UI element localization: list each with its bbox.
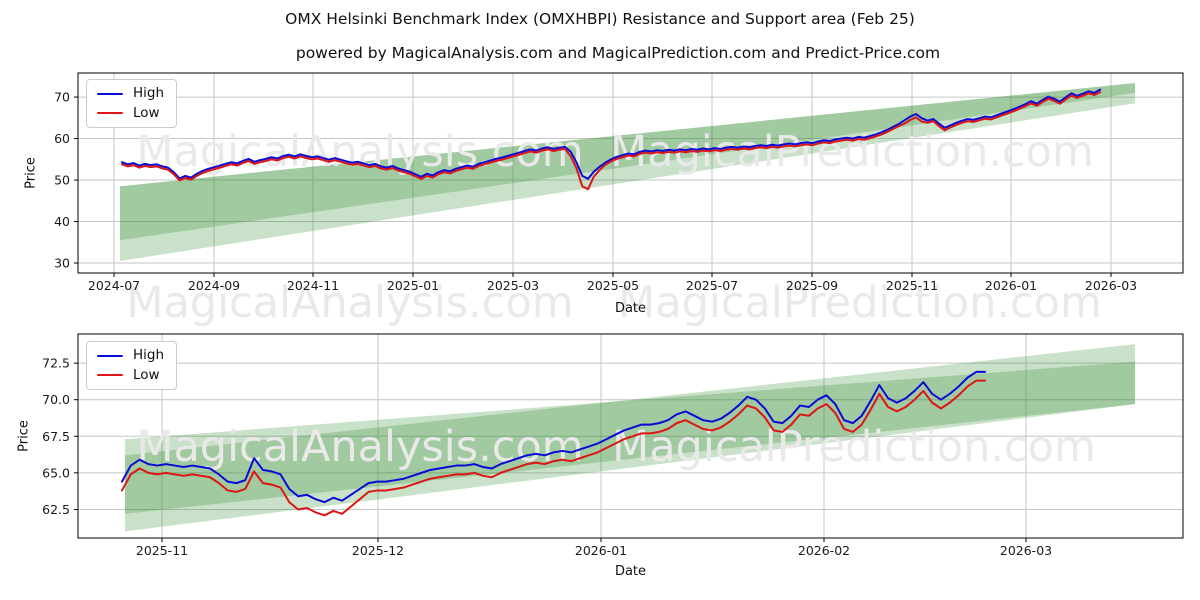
low-line-swatch [97, 374, 123, 377]
svg-text:50: 50 [54, 173, 70, 188]
svg-text:MagicalAnalysis.com: MagicalAnalysis.com [136, 127, 583, 177]
svg-text:2025-05: 2025-05 [587, 278, 639, 293]
y-axis-label-top: Price [23, 157, 39, 189]
svg-text:2025-03: 2025-03 [487, 278, 539, 293]
low-line-swatch [97, 112, 123, 115]
legend-item-high: High [97, 347, 165, 363]
svg-text:67.5: 67.5 [42, 429, 70, 444]
svg-text:2026-03: 2026-03 [1085, 278, 1137, 293]
svg-text:2025-07: 2025-07 [686, 278, 738, 293]
high-line-swatch [97, 92, 123, 95]
svg-text:2025-01: 2025-01 [387, 278, 439, 293]
svg-text:70: 70 [54, 90, 70, 105]
svg-text:70.0: 70.0 [42, 392, 70, 407]
svg-text:2025-11: 2025-11 [886, 278, 938, 293]
legend-bottom-chart: High Low [86, 341, 178, 390]
svg-text:MagicalAnalysis.com: MagicalAnalysis.com [136, 422, 583, 472]
svg-text:MagicalPrediction.com: MagicalPrediction.com [618, 278, 1102, 328]
legend-label-low: Low [133, 366, 160, 383]
svg-text:2026-02: 2026-02 [798, 543, 850, 558]
svg-text:40: 40 [54, 214, 70, 229]
x-axis-label-top: Date [614, 301, 647, 316]
legend-label-high: High [133, 85, 165, 101]
svg-text:MagicalPrediction.com: MagicalPrediction.com [612, 422, 1096, 472]
figure-title: OMX Helsinki Benchmark Index (OMXHBPI) R… [285, 10, 915, 28]
legend-label-low: Low [133, 104, 160, 121]
legend-item-low: Low [97, 366, 164, 383]
svg-text:60: 60 [54, 131, 70, 146]
svg-text:2024-11: 2024-11 [287, 278, 339, 293]
figure-subtitle: powered by MagicalAnalysis.com and Magic… [295, 44, 941, 62]
svg-text:2025-11: 2025-11 [136, 543, 188, 558]
high-line-swatch [97, 354, 123, 357]
svg-text:2026-01: 2026-01 [985, 278, 1037, 293]
legend-top-chart: High Low [86, 79, 178, 128]
svg-text:MagicalAnalysis.com: MagicalAnalysis.com [126, 278, 573, 328]
svg-text:2026-01: 2026-01 [575, 543, 627, 558]
svg-text:62.5: 62.5 [42, 502, 70, 517]
legend-item-high: High [97, 85, 165, 101]
svg-text:72.5: 72.5 [42, 356, 70, 371]
x-axis-label-bottom: Date [614, 564, 647, 579]
svg-text:65.0: 65.0 [42, 465, 70, 480]
legend-item-low: Low [97, 104, 164, 121]
svg-text:2024-09: 2024-09 [188, 278, 240, 293]
svg-text:30: 30 [54, 256, 70, 271]
svg-text:2024-07: 2024-07 [88, 278, 140, 293]
svg-text:2025-12: 2025-12 [352, 543, 404, 558]
svg-text:2026-03: 2026-03 [1000, 543, 1052, 558]
y-axis-label-bottom: Price [16, 420, 32, 452]
legend-label-high: High [133, 347, 165, 363]
svg-text:2025-09: 2025-09 [786, 278, 838, 293]
